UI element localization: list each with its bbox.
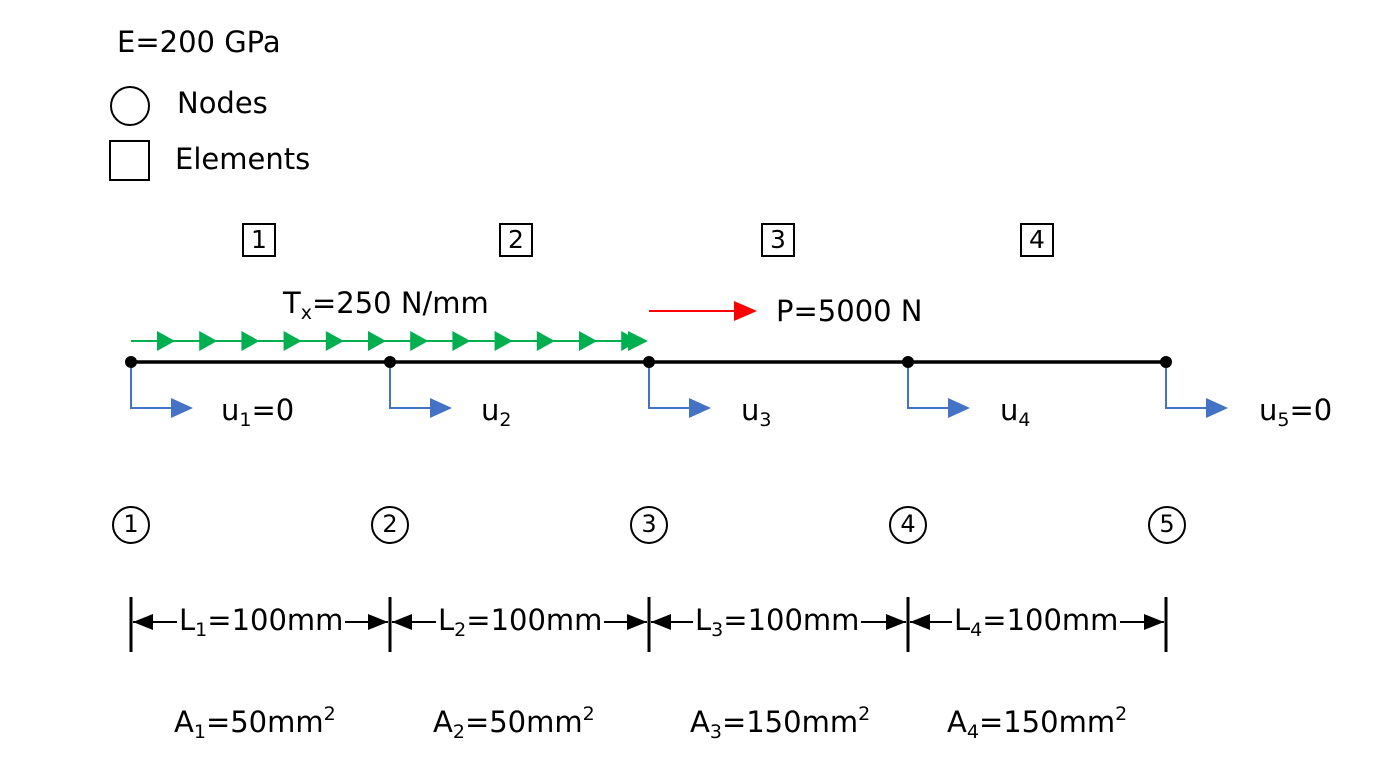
dim-arrowhead-left-3 — [651, 614, 671, 630]
area-label-3: A3=150mm2 — [690, 703, 871, 743]
traction-arrowhead-4 — [283, 331, 302, 351]
disp-arrow-line-4 — [907, 368, 952, 409]
node-circle-4: 4 — [889, 506, 927, 544]
dim-arrowhead-right-4 — [1144, 614, 1164, 630]
dim-arrowhead-left-2 — [392, 614, 412, 630]
point-load-arrow — [649, 301, 757, 321]
modulus-label: E=200 GPa — [117, 25, 281, 59]
dim-arrowhead-left-1 — [133, 614, 153, 630]
legend-element-square-icon — [109, 140, 150, 181]
length-label-4: L4=100mm — [952, 603, 1121, 641]
element-box-3: 3 — [761, 223, 795, 257]
node-dot-4 — [902, 356, 914, 368]
length-label-1: L1=100mm — [177, 603, 346, 641]
element-box-4: 4 — [1020, 223, 1054, 257]
disp-arrow-line-1 — [130, 368, 175, 409]
length-label-3: L3=100mm — [693, 603, 862, 641]
disp-arrowhead-4 — [948, 398, 970, 418]
traction-arrowhead-5 — [325, 331, 344, 351]
traction-arrowhead-8 — [452, 331, 471, 351]
dim-arrowhead-left-4 — [910, 614, 930, 630]
area-label-2: A2=50mm2 — [433, 703, 595, 743]
bar — [125, 356, 1172, 368]
displacement-arrows — [130, 368, 1228, 418]
disp-label-3: u3 — [741, 393, 772, 431]
point-load-label: P=5000 N — [776, 294, 923, 328]
dim-arrowhead-right-2 — [627, 614, 647, 630]
node-circle-2: 2 — [371, 506, 409, 544]
disp-arrowhead-1 — [171, 398, 193, 418]
disp-label-4: u4 — [1000, 393, 1031, 431]
node-circle-1: 1 — [112, 506, 150, 544]
traction-arrowhead-1 — [157, 331, 175, 351]
node-circle-5: 5 — [1148, 506, 1186, 544]
traction-arrowhead-10 — [536, 331, 555, 351]
disp-arrowhead-5 — [1206, 398, 1228, 418]
traction-arrowhead-end — [628, 331, 648, 351]
length-label-2: L2=100mm — [436, 603, 605, 641]
disp-arrow-line-5 — [1165, 368, 1210, 409]
dim-arrowhead-right-1 — [368, 614, 388, 630]
node-dot-2 — [384, 356, 396, 368]
legend-elements-label: Elements — [175, 142, 311, 176]
disp-label-5: u5=0 — [1259, 393, 1333, 431]
node-dot-1 — [125, 356, 137, 368]
element-box-2: 2 — [499, 223, 533, 257]
node-circle-3: 3 — [630, 506, 668, 544]
dim-arrowhead-right-3 — [886, 614, 906, 630]
area-label-1: A1=50mm2 — [174, 703, 336, 743]
legend-nodes-label: Nodes — [177, 86, 268, 120]
traction-arrowhead-2 — [199, 331, 218, 351]
distributed-load-arrows — [131, 331, 648, 351]
traction-arrowhead-9 — [494, 331, 513, 351]
node-dot-5 — [1160, 356, 1172, 368]
traction-arrowhead-7 — [410, 331, 429, 351]
disp-label-2: u2 — [481, 393, 512, 431]
area-label-4: A4=150mm2 — [947, 703, 1128, 743]
disp-arrow-line-3 — [648, 368, 693, 409]
legend-node-circle-icon — [110, 86, 150, 126]
traction-arrowhead-3 — [241, 331, 260, 351]
traction-arrowhead-6 — [368, 331, 386, 351]
traction-arrowhead-11 — [579, 331, 597, 351]
disp-arrow-line-2 — [389, 368, 434, 409]
traction-label: Tx=250 N/mm — [283, 286, 489, 324]
disp-label-1: u1=0 — [221, 393, 295, 431]
disp-arrowhead-3 — [689, 398, 711, 418]
disp-arrowhead-2 — [430, 398, 452, 418]
element-box-1: 1 — [242, 223, 276, 257]
point-load-arrowhead — [734, 301, 757, 321]
node-dot-3 — [643, 356, 655, 368]
